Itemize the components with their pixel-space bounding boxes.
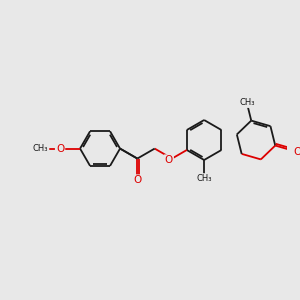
Text: O: O [133,176,142,185]
Text: O: O [293,147,300,157]
Text: CH₃: CH₃ [239,98,254,107]
Text: O: O [165,155,173,165]
Text: CH₃: CH₃ [33,144,48,153]
Text: O: O [56,144,64,154]
Text: CH₃: CH₃ [196,174,212,183]
